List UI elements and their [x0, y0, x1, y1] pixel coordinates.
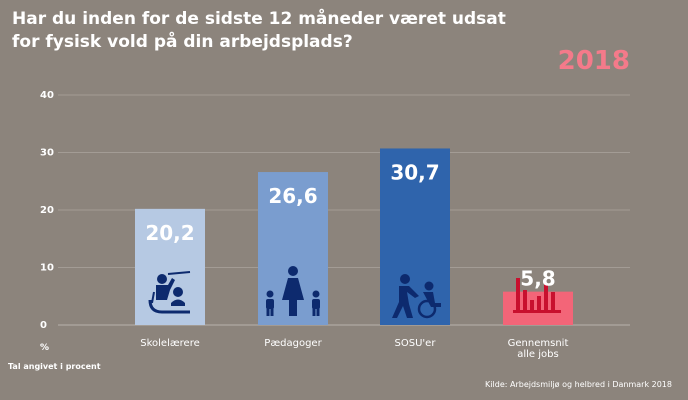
y-unit-label: %: [40, 343, 49, 353]
category-labels: Skolelærere Pædagoger SOSU'er Gennemsnitall…: [140, 338, 568, 360]
source-text: Kilde: Arbejdsmiljø og helbred i Danmark…: [485, 380, 672, 389]
chart-title: Har du inden for de sidste 12 måneder væ…: [12, 9, 506, 52]
value-labels: 20,2 26,6 30,7 5,8: [145, 160, 555, 290]
y-tick-label: 30: [40, 148, 54, 159]
y-tick-label: 0: [40, 320, 47, 331]
bar: [135, 208, 205, 325]
caregiver-wheelchair-icon: [392, 274, 441, 319]
bar-icons: [148, 266, 561, 319]
value-label: 26,6: [268, 184, 317, 208]
category-label: SOSU'er: [395, 338, 437, 349]
y-tick-label: 40: [40, 90, 54, 101]
category-label: Gennemsnit: [508, 338, 569, 349]
value-label: 20,2: [145, 221, 194, 245]
value-label: 30,7: [390, 160, 439, 184]
category-label: Skolelærere: [140, 338, 200, 349]
bar-chart-icon: [513, 278, 561, 313]
family-icon: [266, 266, 320, 316]
year-badge: 2018: [557, 46, 630, 76]
teacher-icon: [148, 271, 191, 314]
footnote: Tal angivet i procent: [8, 362, 101, 371]
category-label: Pædagoger: [264, 338, 322, 349]
category-label: alle jobs: [517, 349, 558, 360]
y-axis-ticks: 0 10 20 30 40: [40, 90, 54, 331]
bars: [135, 148, 573, 325]
value-label: 5,8: [520, 267, 555, 291]
y-tick-label: 20: [40, 205, 54, 216]
y-tick-label: 10: [40, 263, 54, 274]
